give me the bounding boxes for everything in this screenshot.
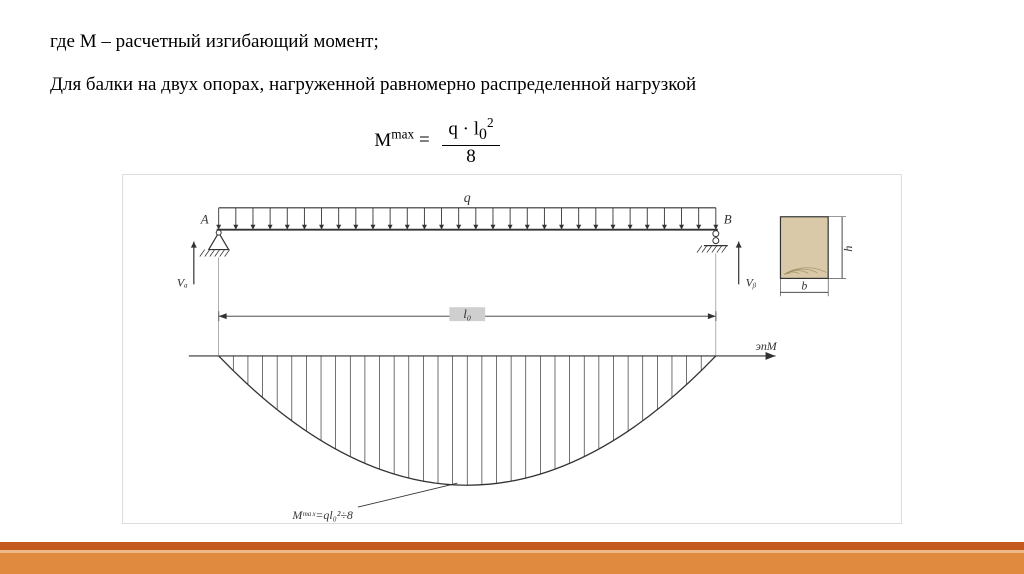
formula-lhs: Mmax — [374, 130, 419, 151]
svg-text:эпМ: эпМ — [756, 338, 778, 352]
description-text: Для балки на двух опорах, нагруженной ра… — [50, 73, 974, 98]
bending-moment-formula: Mmax = q · l02 8 — [0, 115, 974, 167]
formula-fraction: q · l02 8 — [442, 115, 499, 167]
definition-text: где М – расчетный изгибающий момент; — [50, 30, 974, 55]
svg-text:Vₐ: Vₐ — [177, 275, 188, 289]
beam-diagram: q A B Vₐ Vᵦ l₀ b h эпМ Mᵐᵃˣ=ql₀²÷8 — [122, 174, 902, 524]
svg-text:q: q — [464, 190, 471, 205]
footer-decoration — [0, 542, 1024, 574]
svg-text:l₀: l₀ — [463, 306, 471, 321]
svg-text:h: h — [841, 245, 855, 251]
svg-text:b: b — [801, 278, 807, 292]
svg-text:Mᵐᵃˣ=ql₀²÷8: Mᵐᵃˣ=ql₀²÷8 — [291, 508, 353, 522]
svg-text:B: B — [724, 211, 732, 226]
svg-text:Vᵦ: Vᵦ — [746, 275, 757, 289]
svg-text:A: A — [200, 211, 209, 226]
